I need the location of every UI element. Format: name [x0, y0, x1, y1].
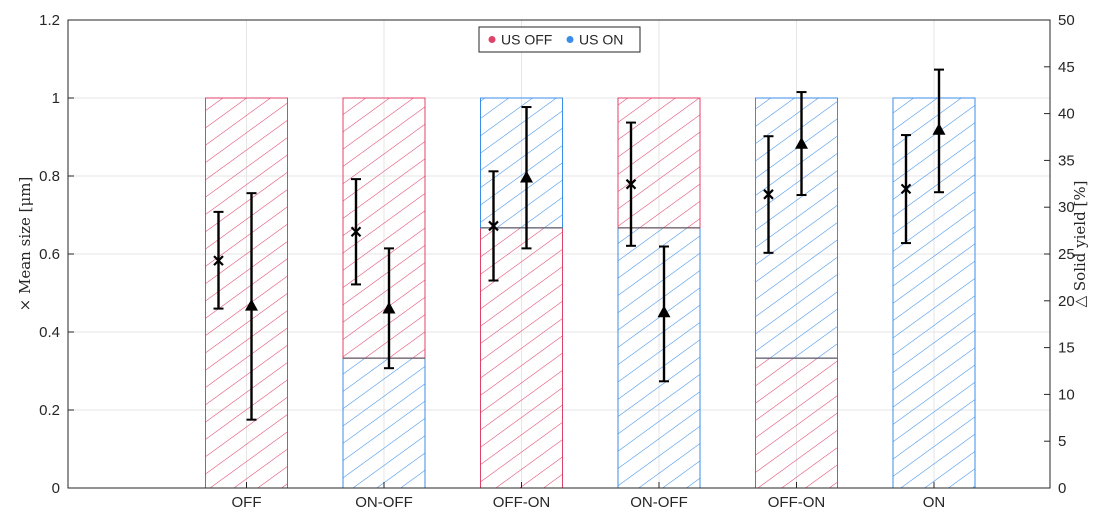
legend-marker-us-on	[566, 36, 574, 43]
legend-label-us-off: US OFF	[501, 32, 552, 48]
y-left-tick-label: 1	[52, 90, 60, 107]
triangle-marker	[795, 137, 808, 149]
x-tick-label: ON-OFF	[630, 494, 688, 511]
legend: US OFF US ON	[478, 26, 641, 53]
x-tick-label: OFF-ON	[768, 494, 826, 511]
triangle-marker	[245, 298, 258, 311]
y-left-tick-label: 0	[52, 480, 60, 497]
y-right-tick-label: 15	[1058, 340, 1075, 357]
tick-labels: 0 0.2 0.4 0.6 0.8 1 1.2 0 5 10 15 20 25 30 35 40 45 50 OFF…	[39, 12, 1075, 511]
y-left-tick-label: 0.4	[39, 324, 60, 341]
bars	[205, 97, 976, 489]
y-axis-right-title: △ Solid yield [%]	[1071, 181, 1089, 308]
y-right-tick-label: 0	[1058, 480, 1066, 497]
y-right-tick-label: 35	[1058, 152, 1075, 169]
x-marker	[488, 220, 499, 232]
x-marker	[625, 178, 637, 190]
x-tick-label: OFF	[232, 494, 262, 511]
triangle-marker	[932, 123, 946, 135]
y-left-tick-label: 0.2	[39, 402, 60, 419]
triangle-marker	[657, 305, 671, 318]
legend-label-us-on: US ON	[579, 32, 623, 48]
triangle-marker	[520, 170, 533, 183]
y-right-tick-label: 45	[1058, 59, 1075, 76]
error-bars	[213, 68, 946, 421]
x-tick-label: ON-OFF	[355, 494, 413, 511]
y-left-tick-label: 0.6	[39, 246, 60, 263]
bar-segment-us-on	[480, 97, 563, 229]
y-axis-left-title: × Mean size [μm]	[16, 177, 34, 312]
x-marker	[900, 183, 912, 195]
x-marker	[213, 255, 224, 266]
y-left-tick-label: 0.8	[39, 168, 60, 185]
x-tick-label: OFF-ON	[493, 494, 551, 511]
y-right-tick-label: 20	[1058, 293, 1075, 310]
bar-segment-us-off	[755, 357, 838, 489]
y-left-tick-label: 1.2	[39, 12, 60, 29]
y-right-tick-label: 50	[1058, 12, 1075, 29]
bar-segment-us-on	[342, 357, 426, 489]
y-right-tick-label: 30	[1058, 199, 1075, 216]
x-marker	[350, 226, 362, 238]
x-tick-label: ON	[923, 494, 946, 511]
y-right-tick-label: 5	[1058, 433, 1066, 450]
axes	[67, 19, 1051, 489]
y-right-tick-label: 40	[1058, 106, 1075, 123]
legend-marker-us-off	[488, 36, 496, 43]
x-marker	[763, 189, 774, 200]
bar-segment-us-on	[617, 227, 701, 489]
legend-box	[478, 26, 641, 53]
y-right-tick-label: 25	[1058, 246, 1075, 263]
y-right-tick-label: 10	[1058, 386, 1075, 403]
triangle-marker	[382, 301, 396, 314]
